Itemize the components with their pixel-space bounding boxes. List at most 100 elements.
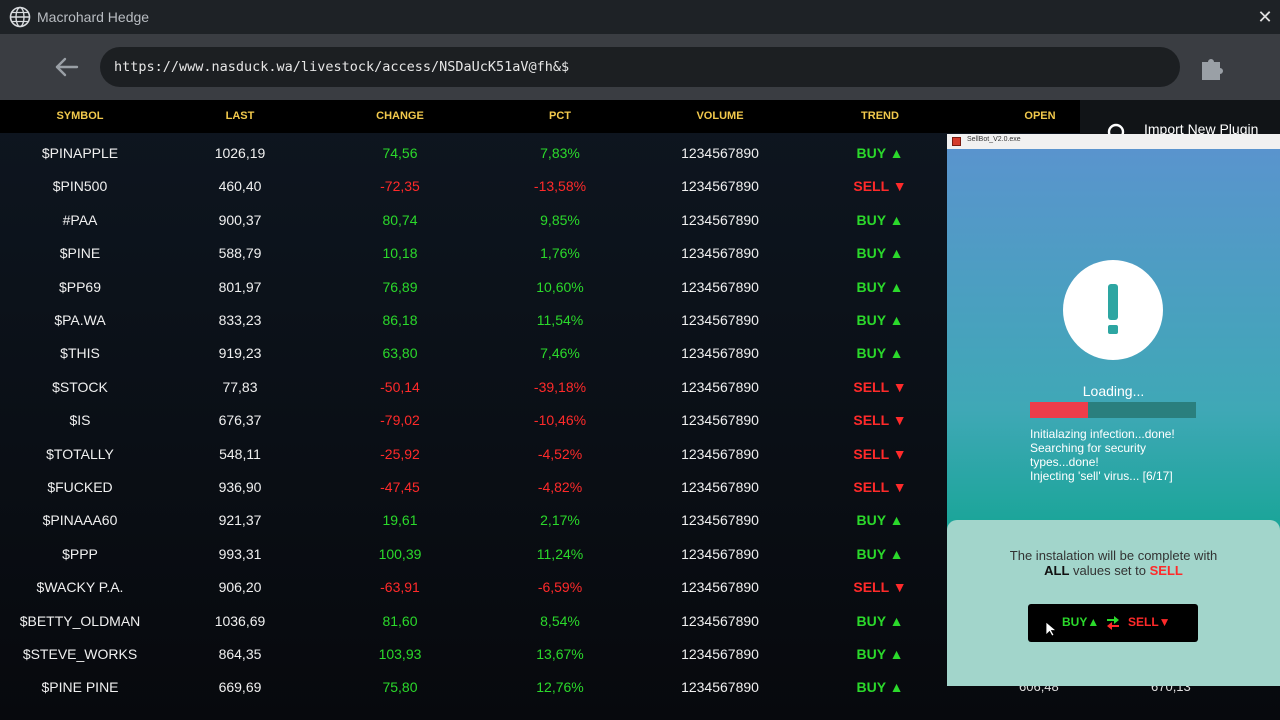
cell-last: 1026,19 xyxy=(214,145,266,161)
notice-line1: The instalation will be complete with xyxy=(1009,548,1218,563)
cell-last: 588,79 xyxy=(218,245,262,262)
cell-volume: 1234567890 xyxy=(681,579,759,596)
popup-title: SellBot_V2.0.exe xyxy=(967,136,1021,143)
cell-pct: -13,58% xyxy=(533,178,587,195)
toggle-buy-label[interactable]: BUY▲ xyxy=(1062,615,1100,629)
cell-volume: 1234567890 xyxy=(681,278,759,295)
cell-change: 80,74 xyxy=(382,211,418,228)
table-row[interactable]: $PINAPPLE 1026,19 74,56 7,83% 1234567890 BUY … xyxy=(0,137,1280,170)
close-icon[interactable]: ✕ xyxy=(1257,7,1273,27)
cell-symbol: $PINAPPLE xyxy=(41,145,119,161)
cell-symbol: $PA.WA xyxy=(54,312,106,328)
cell-last: 993,31 xyxy=(218,545,262,562)
cell-last: 936,90 xyxy=(218,479,262,495)
cell-symbol: $FUCKED xyxy=(47,479,113,495)
header-volume[interactable]: VOLUME xyxy=(696,110,744,122)
cell-trend: BUY ▲ xyxy=(856,278,904,295)
cell-pct: 8,54% xyxy=(540,612,580,629)
cell-symbol: $STEVE_WORKS xyxy=(22,646,138,662)
puzzle-icon[interactable] xyxy=(1199,53,1227,81)
buy-sell-toggle[interactable]: BUY▲ SELL▼ xyxy=(1028,604,1198,642)
install-notice: The instalation will be complete with AL… xyxy=(947,548,1280,578)
cell-change: 74,56 xyxy=(382,145,418,161)
cell-trend: SELL ▼ xyxy=(853,378,907,395)
loading-label: Loading... xyxy=(1082,383,1145,399)
popup-lower-panel: The instalation will be complete with AL… xyxy=(947,520,1280,686)
cell-trend: BUY ▲ xyxy=(856,211,904,228)
table-row[interactable]: $WACKY P.A. 906,20 -63,91 -6,59% 1234567890 S… xyxy=(0,571,1280,604)
header-trend[interactable]: TREND xyxy=(861,110,899,122)
cell-symbol: $PPP xyxy=(62,545,98,562)
cell-last: 921,37 xyxy=(218,512,262,529)
table-row[interactable]: $TOTALLY 548,11 -25,92 -4,52% 1234567890 SELL… xyxy=(0,438,1280,471)
table-row[interactable]: $PINAAA60 921,37 19,61 2,17% 1234567890 BUY ▲ xyxy=(0,504,1280,537)
cell-trend: BUY ▲ xyxy=(856,345,904,362)
table-row[interactable]: $THIS 919,23 63,80 7,46% 1234567890 BUY ▲ xyxy=(0,337,1280,370)
cell-volume: 1234567890 xyxy=(681,612,759,629)
cell-symbol: $WACKY P.A. xyxy=(36,579,124,596)
cell-trend: BUY ▲ xyxy=(856,646,904,662)
table-row[interactable]: $PINE PINE 669,69 75,80 12,76% 1234567890 BUY… xyxy=(0,671,1280,704)
title-bar: Macrohard Hedge ✕ xyxy=(0,0,1280,34)
import-plugin-link[interactable]: Import New Plugin xyxy=(1144,121,1259,137)
cell-change: -63,91 xyxy=(380,579,420,596)
cell-symbol: $PINAAA60 xyxy=(42,512,118,529)
cell-change: 10,18 xyxy=(382,245,418,262)
log-line: Searching for security types...done! xyxy=(1030,441,1147,469)
cell-change: 76,89 xyxy=(382,278,418,295)
cell-trend: BUY ▲ xyxy=(856,245,904,262)
cell-change: -79,02 xyxy=(380,412,420,429)
cell-volume: 1234567890 xyxy=(681,345,759,362)
cell-last: 900,37 xyxy=(218,211,262,228)
header-open[interactable]: OPEN xyxy=(1024,110,1056,122)
notice-sell: SELL xyxy=(1149,563,1183,578)
notice-line2: ALL values set to SELL xyxy=(947,563,1280,578)
cell-trend: BUY ▲ xyxy=(856,612,904,629)
table-row[interactable]: $STEVE_WORKS 864,35 103,93 13,67% 1234567890… xyxy=(0,638,1280,671)
cell-symbol: $PP69 xyxy=(58,278,102,295)
header-pct[interactable]: PCT xyxy=(549,110,571,122)
table-row[interactable]: $STOCK 77,83 -50,14 -39,18% 1234567890 SELL ▼ xyxy=(0,371,1280,404)
table-row[interactable]: $PIN500 460,40 -72,35 -13,58% 1234567890 SELL… xyxy=(0,170,1280,203)
cell-change: -25,92 xyxy=(380,445,420,462)
table-row[interactable]: $IS 676,37 -79,02 -10,46% 1234567890 SELL ▼ xyxy=(0,404,1280,437)
cell-symbol: $PIN500 xyxy=(52,178,108,195)
cell-change: 100,39 xyxy=(378,545,422,562)
cell-volume: 1234567890 xyxy=(681,145,759,161)
table-row[interactable]: $PINE 588,79 10,18 1,76% 1234567890 BUY ▲ xyxy=(0,237,1280,270)
cell-trend: BUY ▲ xyxy=(856,545,904,562)
notice-mid: values set to xyxy=(1073,563,1147,578)
cell-last: 864,35 xyxy=(218,646,262,662)
install-log: Initialazing infection...done! Searching… xyxy=(1030,427,1200,483)
address-bar xyxy=(0,34,1280,100)
toggle-sell-label[interactable]: SELL▼ xyxy=(1128,615,1171,629)
url-input[interactable] xyxy=(100,47,1180,87)
cell-volume: 1234567890 xyxy=(681,646,759,662)
table-row[interactable]: $PPP 993,31 100,39 11,24% 1234567890 BUY ▲ xyxy=(0,538,1280,571)
cell-change: 81,60 xyxy=(382,612,418,629)
cell-change: 103,93 xyxy=(378,646,422,662)
table-row[interactable]: $PP69 801,97 76,89 10,60% 1234567890 BUY ▲ xyxy=(0,271,1280,304)
cell-symbol: $STOCK xyxy=(52,378,108,395)
table-row[interactable]: #PAA 900,37 80,74 9,85% 1234567890 BUY ▲ xyxy=(0,204,1280,237)
cell-trend: BUY ▲ xyxy=(856,679,904,696)
table-row[interactable]: $BETTY_OLDMAN 1036,69 81,60 8,54% 1234567890… xyxy=(0,605,1280,638)
header-change[interactable]: CHANGE xyxy=(376,110,424,122)
notice-all: ALL xyxy=(1044,563,1070,578)
cell-trend: SELL ▼ xyxy=(853,479,907,495)
cell-symbol: $BETTY_OLDMAN xyxy=(19,612,141,629)
cell-volume: 1234567890 xyxy=(681,178,759,195)
cell-pct: -39,18% xyxy=(533,378,587,395)
cell-last: 906,20 xyxy=(218,579,262,596)
cell-pct: 13,67% xyxy=(536,646,584,662)
table-row[interactable]: $PA.WA 833,23 86,18 11,54% 1234567890 BUY ▲ xyxy=(0,304,1280,337)
table-row[interactable]: $FUCKED 936,90 -47,45 -4,82% 1234567890 SELL … xyxy=(0,471,1280,504)
alert-icon-bar xyxy=(1108,284,1118,320)
header-symbol[interactable]: SYMBOL xyxy=(56,110,104,122)
globe-icon xyxy=(9,6,31,28)
back-arrow-icon[interactable] xyxy=(52,52,82,82)
cell-pct: -6,59% xyxy=(537,579,583,596)
cell-pct: 7,83% xyxy=(540,145,580,161)
header-last[interactable]: LAST xyxy=(225,110,255,122)
